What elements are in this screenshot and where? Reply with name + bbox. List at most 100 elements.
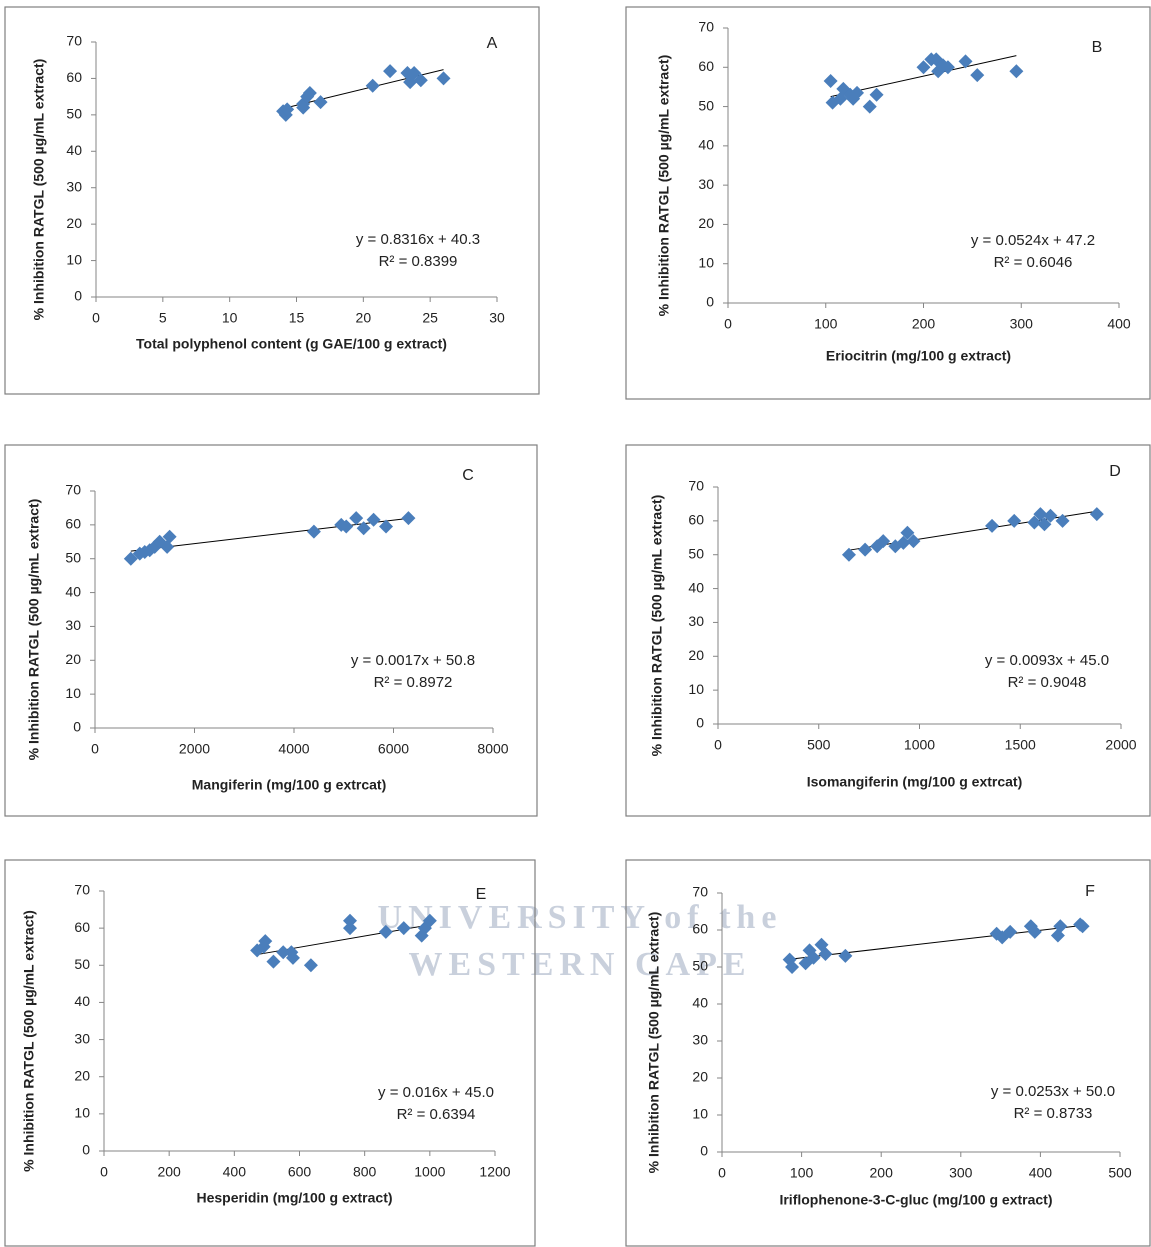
data-point <box>1055 513 1070 528</box>
y-tick-label: 70 <box>66 33 82 49</box>
x-tick-label: 600 <box>288 1164 312 1180</box>
x-tick-label: 30 <box>489 310 505 326</box>
x-tick-label: 200 <box>157 1164 181 1180</box>
trendline <box>848 510 1097 551</box>
y-tick-label: 30 <box>74 1030 90 1046</box>
x-tick-label: 0 <box>100 1164 108 1180</box>
x-tick-label: 0 <box>714 737 722 753</box>
equation: y = 0.016x + 45.0 <box>378 1084 494 1101</box>
panel-label: F <box>1085 883 1095 900</box>
x-tick-label: 6000 <box>378 741 409 757</box>
x-tick-label: 2000 <box>1105 737 1136 753</box>
data-point <box>929 52 944 67</box>
data-point <box>276 945 291 960</box>
data-point <box>285 950 300 965</box>
data-point <box>349 511 364 526</box>
data-point <box>858 542 873 557</box>
y-tick-label: 60 <box>688 512 704 528</box>
data-point <box>160 539 175 554</box>
equation: y = 0.0093x + 45.0 <box>985 652 1109 669</box>
x-tick-label: 400 <box>1029 1165 1053 1181</box>
panel-border <box>4 859 536 1247</box>
data-point <box>343 921 358 936</box>
y-tick-label: 70 <box>688 478 704 494</box>
data-point <box>970 68 985 83</box>
y-tick-label: 60 <box>74 919 90 935</box>
data-point <box>162 529 177 544</box>
x-tick-label: 1000 <box>904 737 935 753</box>
data-point <box>1007 513 1022 528</box>
y-tick-label: 20 <box>66 215 82 231</box>
y-tick-label: 40 <box>698 137 714 153</box>
data-point <box>306 524 321 539</box>
y-axis-title: % Inhibition RATGL (500 µg/mL extract) <box>26 499 42 761</box>
data-point <box>906 534 921 549</box>
y-tick-label: 70 <box>74 882 90 898</box>
x-tick-label: 400 <box>223 1164 247 1180</box>
data-point <box>313 95 328 110</box>
data-point <box>1027 924 1042 939</box>
watermark: UNIVERSITY of the <box>378 899 783 936</box>
data-point <box>940 60 955 75</box>
y-tick-label: 20 <box>65 651 81 667</box>
y-tick-label: 10 <box>74 1105 90 1121</box>
y-axis-title: % Inhibition RATGL (500 µg/mL extract) <box>649 495 665 757</box>
data-point <box>818 947 833 962</box>
x-tick-label: 0 <box>92 310 100 326</box>
y-tick-label: 10 <box>688 681 704 697</box>
data-point <box>841 547 856 562</box>
x-tick-label: 4000 <box>278 741 309 757</box>
y-tick-label: 50 <box>692 958 708 974</box>
data-point <box>422 913 437 928</box>
data-point <box>258 934 273 949</box>
data-point <box>1009 64 1024 79</box>
panel-border <box>625 6 1151 400</box>
x-tick-label: 2000 <box>179 741 210 757</box>
data-point <box>280 102 295 117</box>
data-point <box>876 534 891 549</box>
y-axis-title: % Inhibition RATGL (500 µg/mL extract) <box>31 59 47 321</box>
panel-label: B <box>1092 39 1103 56</box>
x-axis-title: Hesperidin (mg/100 g extract) <box>196 1190 392 1206</box>
x-tick-label: 100 <box>814 316 838 332</box>
y-tick-label: 70 <box>692 884 708 900</box>
y-tick-label: 10 <box>66 251 82 267</box>
data-point <box>356 521 371 536</box>
y-tick-label: 30 <box>65 617 81 633</box>
y-axis-title: % Inhibition RATGL (500 µg/mL extract) <box>656 55 672 317</box>
x-axis-title: Isomangiferin (mg/100 g extrcat) <box>807 774 1023 790</box>
x-tick-label: 200 <box>912 316 936 332</box>
data-point <box>378 924 393 939</box>
y-tick-label: 30 <box>66 178 82 194</box>
data-point <box>1089 507 1104 522</box>
y-tick-label: 60 <box>66 69 82 85</box>
x-tick-label: 500 <box>1108 1165 1132 1181</box>
data-point <box>266 954 281 969</box>
x-axis-title: Iriflophenone-3-C-gluc (mg/100 g extract… <box>779 1192 1052 1208</box>
x-tick-label: 10 <box>222 310 238 326</box>
y-tick-label: 50 <box>74 956 90 972</box>
data-point <box>383 64 398 79</box>
y-tick-label: 50 <box>698 97 714 113</box>
data-point <box>379 519 394 534</box>
x-tick-label: 400 <box>1107 316 1131 332</box>
x-tick-label: 20 <box>356 310 372 326</box>
r-squared: R² = 0.8733 <box>1014 1105 1093 1122</box>
equation: y = 0.8316x + 40.3 <box>356 231 480 248</box>
data-point <box>985 518 1000 533</box>
y-axis-title: % Inhibition RATGL (500 µg/mL extract) <box>646 912 662 1174</box>
data-point <box>958 54 973 69</box>
panel-label: A <box>487 35 498 52</box>
x-tick-label: 200 <box>870 1165 894 1181</box>
y-tick-label: 10 <box>65 685 81 701</box>
x-tick-label: 1000 <box>414 1164 445 1180</box>
y-tick-label: 0 <box>82 1142 90 1158</box>
data-point <box>401 511 416 526</box>
y-tick-label: 30 <box>698 176 714 192</box>
x-tick-label: 0 <box>724 316 732 332</box>
data-point <box>339 519 354 534</box>
y-tick-label: 50 <box>65 549 81 565</box>
y-tick-label: 40 <box>65 583 81 599</box>
y-tick-label: 40 <box>688 579 704 595</box>
trendline <box>830 55 1017 98</box>
